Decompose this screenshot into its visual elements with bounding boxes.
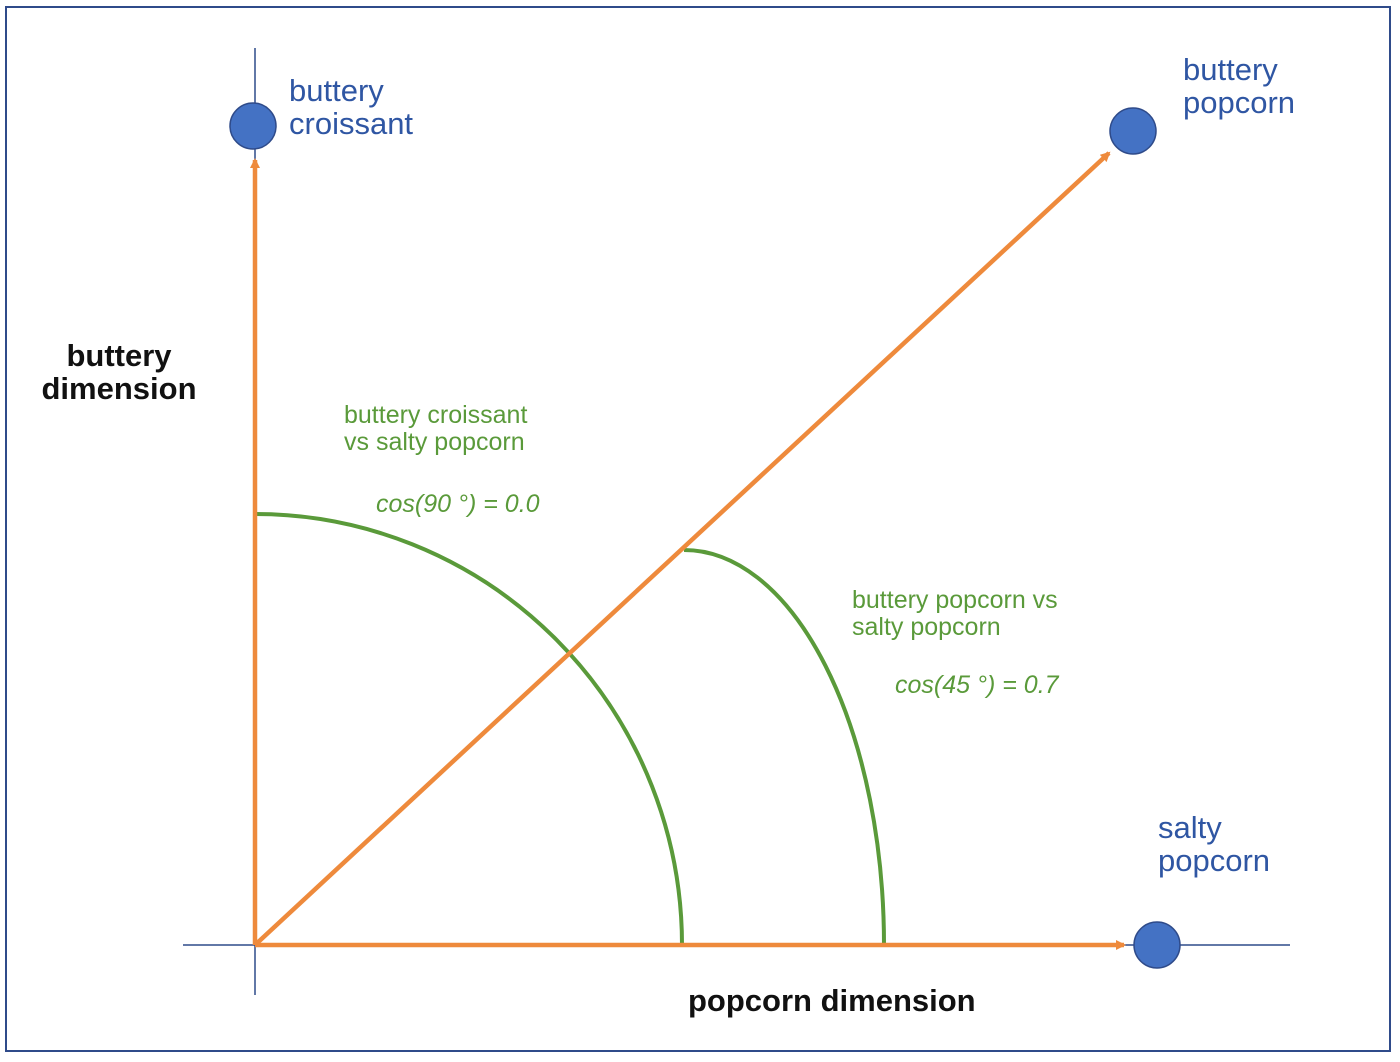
label-salty-popcorn-line2: popcorn [1158,843,1271,879]
formula-popcorn-vs-salty: cos(45 °) = 0.7 [895,671,1059,699]
label-buttery-popcorn-line1: buttery [1183,52,1278,87]
x-axis-label: popcorn dimension [688,983,976,1018]
label-salty-popcorn-line1: salty [1158,810,1222,845]
comparison-croissant-vs-salty: buttery croissant vs salty popcorn [344,402,527,456]
comparison-popcorn-vs-salty-line2: salty popcorn [852,613,1001,641]
comparison-croissant-vs-salty-line1: buttery croissant [344,401,528,429]
y-axis-label-line2: dimension [41,371,197,407]
comparison-popcorn-vs-salty: buttery popcorn vs salty popcorn [852,587,1058,641]
point-salty-popcorn [1133,921,1181,969]
y-axis-label-line1: buttery [66,338,172,373]
label-buttery-popcorn-line2: popcorn [1183,85,1296,121]
label-salty-popcorn: salty popcorn [1158,811,1270,878]
point-buttery-popcorn [1109,107,1157,155]
comparison-popcorn-vs-salty-line1: buttery popcorn vs [852,586,1058,614]
arc-popcorn-vs-salty [683,548,886,946]
vector-buttery-popcorn [253,151,1111,947]
comparison-croissant-vs-salty-line2: vs salty popcorn [344,428,525,456]
y-axis-label: buttery dimension [36,339,202,406]
arc-croissant-vs-salty [254,512,684,946]
formula-croissant-vs-salty: cos(90 °) = 0.0 [376,490,540,518]
point-buttery-croissant [229,102,277,150]
diagram-frame [5,6,1391,1052]
label-buttery-croissant-line1: buttery [289,73,384,108]
label-buttery-croissant-line2: croissant [289,106,414,142]
label-buttery-popcorn: buttery popcorn [1183,53,1295,120]
label-buttery-croissant: buttery croissant [289,74,413,141]
